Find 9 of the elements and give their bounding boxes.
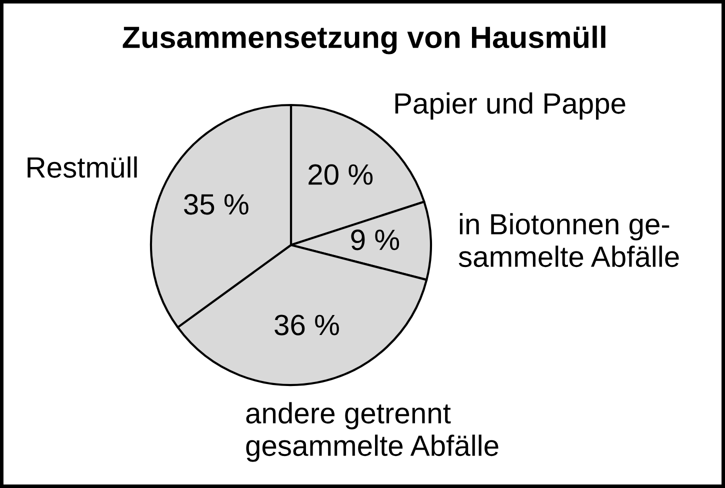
- slice-label: andere getrennt gesammelte Abfälle: [246, 402, 498, 462]
- data-label: 20 %: [308, 164, 373, 185]
- data-label: 36 %: [274, 314, 339, 336]
- slice-label: Papier und Pappe: [395, 92, 626, 120]
- slice-label: in Biotonnen ge- sammelte Abfälle: [458, 213, 679, 268]
- data-label: 35 %: [184, 194, 248, 215]
- data-label: 9 %: [351, 230, 400, 250]
- slice-label: Restmüll: [28, 156, 137, 178]
- chart-title: Zusammensetzung von Hausmüll: [122, 26, 606, 54]
